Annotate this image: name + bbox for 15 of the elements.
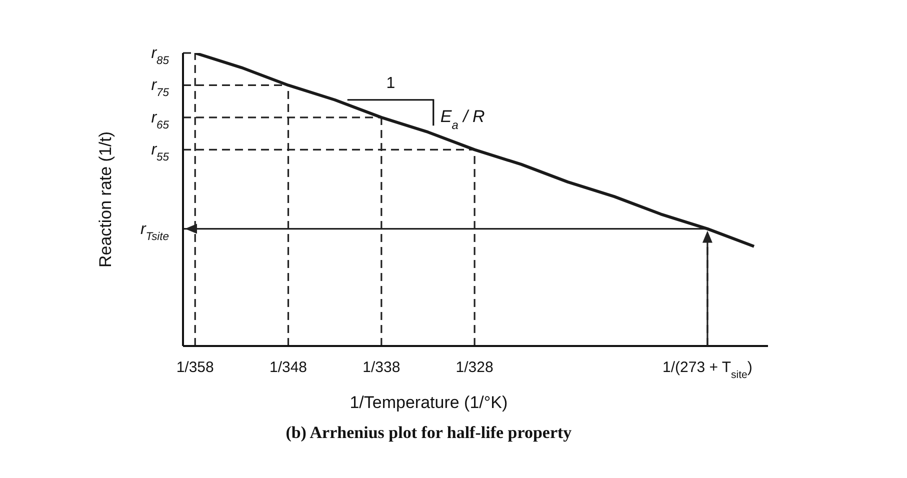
x-tick-label: 1/338: [362, 359, 400, 376]
ref-line-label: r$_{55}$: [151, 142, 170, 164]
ref-line-label: r$_{Tsite}$: [140, 220, 169, 243]
ref-line-label: r$_{75}$: [151, 77, 170, 100]
x-axis-title: 1/Temperature (1/°K): [350, 393, 508, 412]
ref-line-label: r$_{65}$: [151, 109, 170, 132]
x-tick-label: 1/358: [176, 359, 214, 376]
x-tick-label: 1/348: [269, 359, 308, 376]
y-axis-title: Reaction rate (1/t): [96, 131, 115, 268]
x-tick-label: 1/328: [456, 359, 494, 376]
x-tick-label: 1/(273 + T$_{site}$): [662, 359, 752, 381]
annotation: 1: [386, 75, 396, 92]
ref-line-label: r$_{85}$: [151, 45, 170, 67]
text: (b) Arrhenius plot for half-life property: [286, 423, 572, 442]
annotation: E$_{a}$ / R: [440, 106, 485, 132]
